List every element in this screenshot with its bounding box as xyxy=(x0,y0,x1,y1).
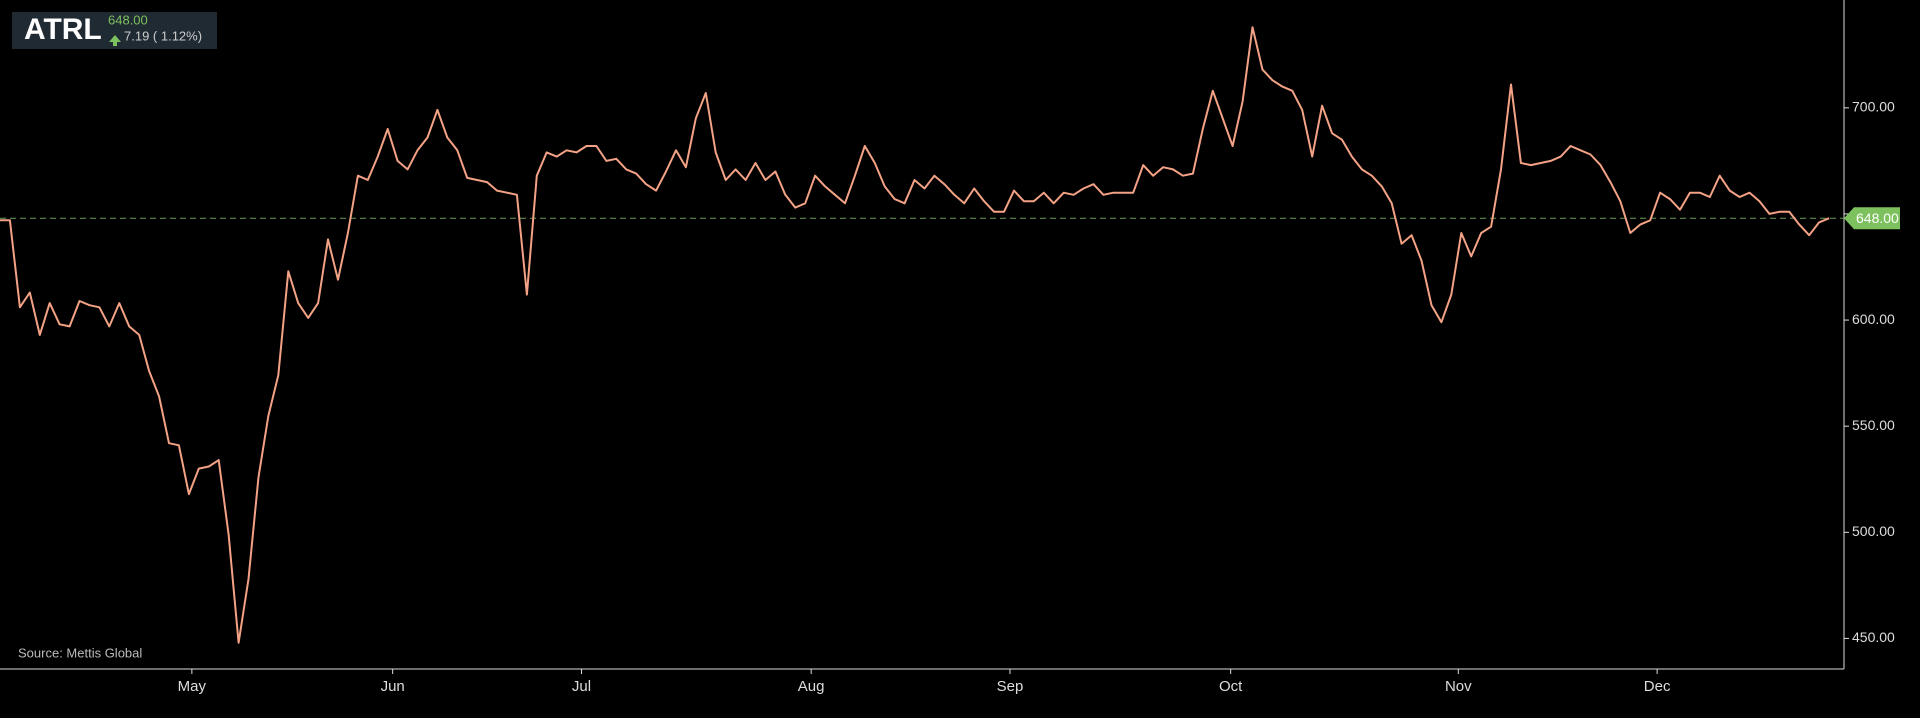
last-price-marker xyxy=(1844,207,1900,230)
ticker-symbol: ATRL xyxy=(24,13,102,46)
source-note: Source: Mettis Global xyxy=(18,645,142,660)
x-tick-label: Aug xyxy=(798,678,825,695)
x-tick-label: May xyxy=(178,678,207,695)
x-tick-label: Oct xyxy=(1219,678,1243,695)
x-tick-label: Jun xyxy=(381,678,405,695)
up-arrow xyxy=(109,35,121,46)
ticker-change: 7.19 ( 1.12%) xyxy=(124,28,202,43)
x-tick-label: Sep xyxy=(997,678,1024,695)
x-tick-label: Dec xyxy=(1644,678,1671,695)
price-line xyxy=(0,26,1830,644)
ticker-price: 648.00 xyxy=(108,12,148,27)
x-tick-label: Jul xyxy=(572,678,591,695)
last-price-label: 648.00 xyxy=(1856,210,1899,226)
y-tick-label: 500.00 xyxy=(1852,523,1895,539)
y-tick-label: 600.00 xyxy=(1852,311,1895,327)
y-tick-label: 700.00 xyxy=(1852,99,1895,115)
y-tick-label: 450.00 xyxy=(1852,629,1895,645)
y-tick-label: 550.00 xyxy=(1852,417,1895,433)
x-tick-label: Nov xyxy=(1445,678,1472,695)
